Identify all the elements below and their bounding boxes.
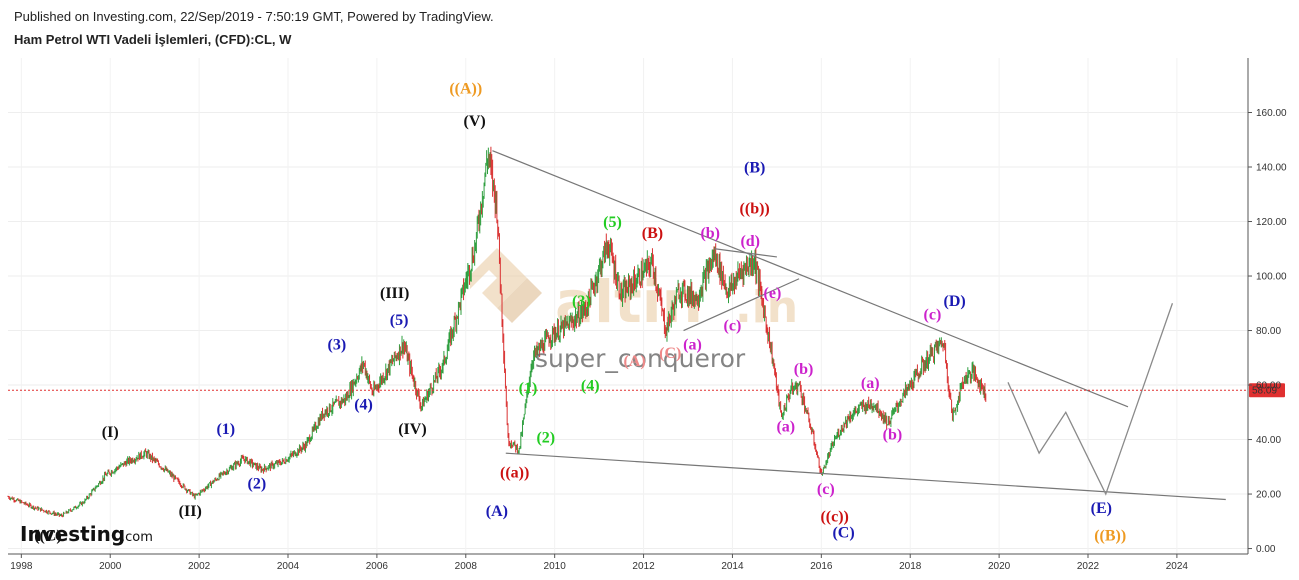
wave-label: (III)	[380, 285, 409, 302]
wave-label: (5)	[390, 312, 409, 329]
x-tick-label: 2024	[1166, 561, 1189, 572]
y-tick-label: 60.00	[1256, 381, 1281, 392]
wave-label: ((b))	[740, 200, 770, 217]
trend-line	[505, 452, 1226, 501]
wave-label: (c)	[724, 318, 742, 335]
wave-label: (B)	[642, 225, 663, 242]
author-watermark: super_conqueror	[535, 344, 746, 373]
x-tick-label: 2000	[99, 561, 122, 572]
grid	[8, 58, 1248, 554]
trend-line	[492, 150, 1129, 408]
wave-label: (C)	[659, 345, 681, 362]
wave-label: (3)	[328, 337, 347, 354]
y-tick-label: 40.00	[1256, 435, 1281, 446]
x-tick-label: 2018	[899, 561, 922, 572]
wave-label: (d)	[740, 233, 760, 250]
wave-label: (1)	[216, 421, 235, 438]
candles	[7, 146, 987, 518]
wave-label: (b)	[794, 361, 814, 378]
x-axis[interactable]: 1998 2000 2002 2004 2006 2008 2010 2012 2014 2016…	[10, 554, 1188, 572]
x-tick-label: 2008	[455, 561, 478, 572]
wave-label: (V)	[464, 113, 486, 130]
wave-labels: ((A)) (V) (III) (5) (3) (4) (IV) (I) (1) (2) (II) (…	[34, 80, 1126, 544]
wave-label: (4)	[354, 397, 373, 414]
y-tick-label: 20.00	[1256, 490, 1281, 501]
wave-label: (b)	[883, 427, 903, 444]
wave-label: (c)	[817, 481, 835, 498]
last-price-label: 58.09	[1252, 386, 1277, 397]
y-tick-label: 0.00	[1256, 544, 1276, 555]
x-tick-label: 2020	[988, 561, 1011, 572]
x-tick-label: 2016	[810, 561, 833, 572]
wave-label: (I)	[102, 424, 119, 441]
wave-label: (a)	[861, 375, 880, 392]
trend-lines	[492, 150, 1226, 501]
last-price-tag	[1249, 383, 1285, 398]
investing-logo: Investing	[20, 522, 125, 546]
plot-area	[8, 58, 1248, 554]
wave-label: (3)	[572, 293, 591, 310]
wave-label: (IV)	[398, 421, 426, 438]
published-caption: Published on Investing.com, 22/Sep/2019 …	[14, 9, 494, 24]
forecast-path	[1007, 303, 1174, 496]
watermark-logo	[470, 248, 542, 323]
wave-label: ((A))	[449, 80, 482, 97]
y-tick-label: 120.00	[1256, 217, 1287, 228]
x-tick-label: 2022	[1077, 561, 1100, 572]
wave-label: (1)	[519, 380, 538, 397]
symbol-title: Ham Petrol WTI Vadeli İşlemleri, (CFD):C…	[14, 32, 292, 47]
wave-label: (E)	[1091, 500, 1112, 517]
investing-logo-suffix: .com	[121, 530, 153, 545]
wave-label: ((a))	[500, 465, 529, 482]
wave-label: (c)	[924, 307, 942, 324]
y-tick-label: 140.00	[1256, 163, 1287, 174]
wave-label: (A)	[624, 353, 646, 370]
wave-label: (2)	[536, 429, 555, 446]
y-tick-label: 160.00	[1256, 108, 1287, 119]
x-tick-label: 2004	[277, 561, 300, 572]
x-tick-label: 1998	[10, 561, 33, 572]
wave-label: (A)	[486, 503, 508, 520]
wave-label: (a)	[776, 418, 795, 435]
wave-label: (D)	[944, 293, 966, 310]
wave-label: (B)	[744, 159, 765, 176]
wave-label: (4)	[581, 377, 600, 394]
y-axis[interactable]: 160.00 140.00 120.00 100.00 80.00 60.00 40.00 2…	[1248, 108, 1287, 555]
y-tick-label: 100.00	[1256, 272, 1287, 283]
wave-label: (e)	[764, 285, 782, 302]
wave-label: (2)	[248, 476, 267, 493]
x-tick-label: 2006	[366, 561, 389, 572]
trend-line	[714, 248, 777, 258]
wave-label: ((C)	[34, 527, 62, 544]
y-tick-label: 80.00	[1256, 326, 1281, 337]
wave-label: (C)	[832, 525, 854, 542]
x-tick-label: 2010	[544, 561, 567, 572]
wave-label: (5)	[603, 214, 622, 231]
wave-label: (II)	[179, 503, 202, 520]
wave-label: ((B))	[1094, 527, 1126, 544]
x-tick-label: 2002	[188, 561, 211, 572]
wave-label: (a)	[683, 337, 702, 354]
wave-label: ((c))	[820, 508, 848, 525]
x-tick-label: 2014	[721, 561, 744, 572]
wave-label: (b)	[700, 225, 720, 242]
trend-line	[683, 278, 800, 332]
x-tick-label: 2012	[632, 561, 655, 572]
